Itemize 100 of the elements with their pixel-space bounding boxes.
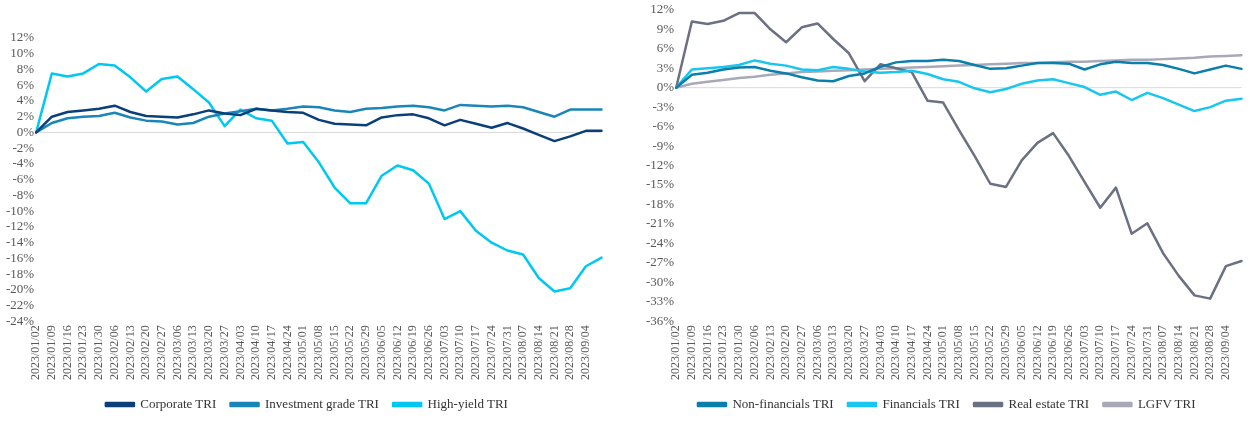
x-tick-label: 2023/05/01 [295,325,310,380]
legend-label: High-yield TRI [427,395,508,411]
y-tick-label: -10% [5,202,35,218]
x-tick-label: 2023/03/27 [216,325,231,380]
y-tick-label: 0% [16,123,35,139]
legend-label: Investment grade TRI [265,395,379,411]
y-tick-label: -8% [12,186,35,202]
x-tick-label: 2023/01/16 [699,325,714,380]
x-tick-label: 2023/05/08 [311,325,326,380]
x-tick-label: 2023/04/24 [279,325,294,380]
x-tick-label: 2023/08/21 [546,325,561,380]
y-tick-label: -20% [5,281,35,297]
y-tick-label: 9% [656,20,675,36]
x-tick-label: 2023/03/27 [856,325,871,380]
x-tick-label: 2023/04/03 [872,325,887,380]
x-tick-label: 2023/04/10 [248,325,263,380]
x-tick-label: 2023/07/31 [1139,325,1154,380]
x-tick-label: 2023/08/21 [1186,325,1201,380]
x-tick-label: 2023/08/28 [562,325,577,380]
x-tick-label: 2023/06/05 [1013,325,1028,380]
x-tick-label: 2023/01/02 [28,325,43,380]
x-tick-label: 2023/06/12 [1029,325,1044,380]
x-tick-label: 2023/03/06 [169,325,184,380]
x-tick-label: 2023/05/22 [342,325,357,380]
y-tick-label: -6% [652,118,675,134]
y-tick-label: -12% [5,218,35,234]
x-tick-label: 2023/03/13 [185,325,200,380]
x-tick-label: 2023/06/19 [405,325,420,380]
y-tick-label: -24% [645,234,675,250]
x-tick-label: 2023/02/20 [138,325,153,380]
x-tick-label: 2023/03/06 [809,325,824,380]
y-tick-label: -9% [652,137,675,153]
x-tick-label: 2023/05/29 [998,325,1013,380]
y-tick-label: 10% [10,45,35,61]
x-tick-label: 2023/04/17 [903,325,918,380]
x-tick-label: 2023/08/07 [515,325,530,380]
x-tick-label: 2023/08/28 [1202,325,1217,380]
x-tick-label: 2023/02/06 [106,325,121,380]
y-tick-label: -30% [645,273,675,289]
x-tick-label: 2023/07/03 [436,325,451,380]
legend-label: LGFV TRI [1137,395,1196,411]
x-tick-label: 2023/01/09 [44,325,59,380]
y-tick-label: -12% [645,156,675,172]
x-tick-label: 2023/06/05 [373,325,388,380]
x-tick-label: 2023/01/30 [91,325,106,380]
x-tick-label: 2023/05/29 [358,325,373,380]
legend-label: Real estate TRI [1008,395,1090,411]
y-tick-label: -2% [12,139,35,155]
x-tick-label: 2023/04/03 [232,325,247,380]
legend-label: Non-financials TRI [732,395,834,411]
x-tick-label: 2023/01/23 [75,325,90,380]
y-tick-label: 8% [16,60,35,76]
y-tick-label: -15% [645,176,675,192]
x-tick-label: 2023/03/20 [201,325,216,380]
x-tick-label: 2023/08/14 [1170,325,1185,380]
x-tick-label: 2023/06/19 [1045,325,1060,380]
x-tick-label: 2023/07/17 [1108,325,1123,380]
y-tick-label: 4% [16,92,35,108]
x-tick-label: 2023/01/16 [59,325,74,380]
y-tick-label: -18% [5,265,35,281]
x-tick-label: 2023/07/31 [499,325,514,380]
x-tick-label: 2023/01/23 [715,325,730,380]
y-tick-label: -22% [5,297,35,313]
y-tick-label: -18% [645,195,675,211]
x-tick-label: 2023/05/15 [326,325,341,380]
legend-label: Financials TRI [882,395,960,411]
x-tick-label: 2023/02/27 [153,325,168,380]
x-tick-label: 2023/02/20 [778,325,793,380]
x-tick-label: 2023/04/24 [919,325,934,380]
x-tick-label: 2023/02/27 [793,325,808,380]
x-tick-label: 2023/07/24 [1123,325,1138,380]
y-tick-label: -33% [645,293,675,309]
x-tick-label: 2023/01/30 [731,325,746,380]
y-tick-label: 12% [650,1,675,17]
x-tick-label: 2023/02/13 [762,325,777,380]
x-tick-label: 2023/05/01 [935,325,950,380]
x-tick-label: 2023/07/24 [483,325,498,380]
x-tick-label: 2023/07/03 [1076,325,1091,380]
x-tick-label: 2023/02/06 [746,325,761,380]
y-tick-label: -21% [645,215,675,231]
legend-label: Corporate TRI [140,395,217,411]
x-tick-label: 2023/01/02 [668,325,683,380]
x-tick-label: 2023/06/26 [1060,325,1075,380]
x-tick-label: 2023/04/17 [263,325,278,380]
x-tick-label: 2023/07/17 [468,325,483,380]
x-tick-label: 2023/09/04 [1218,325,1233,380]
x-tick-label: 2023/03/13 [825,325,840,380]
x-tick-label: 2023/03/20 [841,325,856,380]
y-tick-label: 6% [16,76,35,92]
y-tick-label: 3% [656,59,675,75]
y-tick-label: 12% [10,29,35,45]
y-tick-label: -3% [652,98,675,114]
y-tick-label: 6% [656,40,675,56]
x-tick-label: 2023/06/12 [389,325,404,380]
y-tick-label: -16% [5,249,35,265]
y-tick-label: 0% [656,79,675,95]
x-tick-label: 2023/06/26 [420,325,435,380]
y-tick-label: -4% [12,155,35,171]
x-tick-label: 2023/08/07 [1155,325,1170,380]
x-tick-label: 2023/05/15 [966,325,981,380]
